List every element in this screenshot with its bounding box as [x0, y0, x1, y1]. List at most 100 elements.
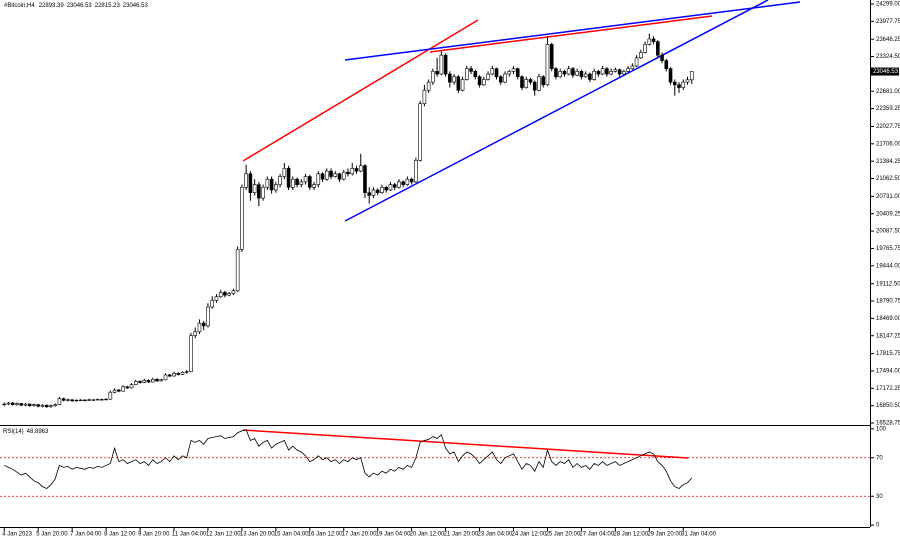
candle-body — [426, 81, 431, 91]
candle-body — [320, 173, 325, 180]
x-tick-label: 23 Jan 04:00 — [478, 532, 513, 538]
candle-body — [197, 322, 202, 333]
current-price-label: 23046.53 — [873, 69, 899, 75]
x-tick-label: 15 Jan 04:00 — [274, 532, 309, 538]
rsi-value: 48.8963 — [27, 429, 49, 435]
candle-body — [155, 378, 159, 382]
candle-body — [218, 292, 223, 298]
candle-body — [227, 293, 231, 296]
high: 23046.53 — [67, 3, 93, 9]
x-tick-label: 25 Jan 20:00 — [545, 532, 580, 538]
candle-body — [656, 41, 660, 56]
rsi-header: RSI(14) 48.8963 — [3, 429, 49, 435]
candle-body — [392, 184, 397, 188]
candle-body — [44, 404, 49, 408]
trendline — [344, 1, 801, 61]
candle-body — [388, 184, 393, 191]
candle-body — [324, 170, 329, 180]
candle-body — [176, 373, 181, 375]
candle-body — [571, 68, 575, 76]
candle-body — [142, 380, 147, 383]
candle-body — [100, 399, 104, 401]
y-tick-label: 19444.00 — [876, 263, 900, 269]
candle-body — [371, 189, 376, 196]
x-tick-label: 5 Jan 20:00 — [36, 532, 68, 538]
candle-body — [91, 399, 96, 401]
y-tick-label: 22027.75 — [876, 124, 900, 130]
candle-body — [206, 306, 210, 327]
candle-body — [32, 404, 36, 406]
candle-body — [465, 68, 469, 80]
trendlines — [242, 0, 801, 459]
candle-body — [477, 76, 482, 86]
candle-body — [299, 181, 304, 185]
candle-body — [507, 71, 512, 75]
candle-body — [66, 399, 70, 401]
x-tick-label: 8 Jan 12:00 — [104, 532, 136, 538]
candle-body — [439, 54, 444, 75]
y-tick-label: 17172.25 — [876, 386, 900, 392]
candle-body — [180, 371, 185, 375]
y-tick-label: 24299.00 — [876, 2, 900, 8]
candle-body — [486, 73, 490, 80]
candle-body — [78, 399, 83, 401]
rsi-line — [4, 429, 693, 489]
candle-body — [681, 81, 686, 88]
candle-body — [121, 386, 125, 392]
candle-body — [405, 178, 410, 185]
candle-body — [367, 192, 372, 196]
candle-body — [409, 178, 414, 183]
candle-body — [685, 79, 690, 83]
y-tick-label: 17815.75 — [876, 351, 900, 357]
y-tick-label: 21062.50 — [876, 176, 900, 182]
candle-body — [689, 71, 694, 81]
candle-body — [375, 189, 380, 193]
rsi-title: RSI(14) — [3, 429, 24, 435]
candle-body — [456, 76, 461, 91]
candle-body — [605, 68, 609, 75]
candle-body — [295, 178, 299, 185]
candle-body — [626, 68, 630, 72]
candle-body — [677, 84, 681, 88]
candle-body — [40, 404, 45, 407]
candle-body — [380, 186, 384, 193]
candle-body — [528, 79, 533, 83]
candle-body — [384, 186, 388, 191]
candle-body — [588, 73, 592, 80]
candle-body — [583, 73, 588, 78]
candle-body — [443, 54, 448, 75]
open: 22893.39 — [39, 3, 65, 9]
candle-body — [460, 79, 465, 91]
candle-body — [10, 402, 15, 405]
candle-body — [172, 373, 176, 377]
candle-body — [579, 71, 584, 78]
y-tick-label: 23977.75 — [876, 19, 900, 25]
symbol: #Bitcoin,H4 — [4, 3, 35, 9]
y-tick-label: 18147.25 — [876, 333, 900, 339]
y-tick-label: 20087.50 — [876, 229, 900, 235]
y-tick-label: 22681.00 — [876, 89, 900, 95]
candle-body — [108, 391, 113, 400]
candle-body — [346, 171, 350, 175]
x-tick-label: 29 Jan 20:00 — [647, 532, 682, 538]
y-tick-label: 100 — [876, 426, 887, 432]
y-tick-label: 0 — [876, 523, 880, 529]
y-tick-label: 16528.75 — [876, 421, 900, 427]
candle-body — [545, 44, 550, 86]
candle-body — [354, 168, 359, 172]
candle-body — [134, 381, 138, 385]
y-tick-label: 20731.00 — [876, 194, 900, 200]
candle-body — [2, 403, 7, 405]
trendline — [429, 15, 713, 53]
candle-body — [532, 81, 537, 91]
candle-body — [333, 173, 338, 177]
candle-body — [201, 322, 206, 327]
candle-body — [291, 178, 295, 188]
candle-body — [541, 76, 546, 86]
candle-body — [482, 79, 486, 86]
candle-body — [163, 374, 168, 381]
candle-body — [61, 398, 66, 401]
